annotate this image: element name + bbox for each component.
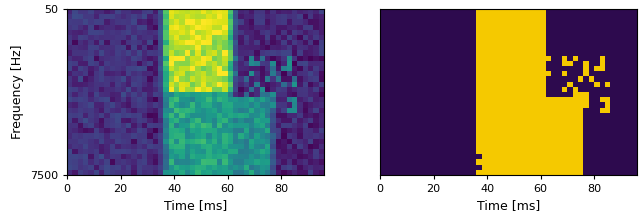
Y-axis label: Frequency [Hz]: Frequency [Hz] <box>12 45 24 139</box>
X-axis label: Time [ms]: Time [ms] <box>477 199 540 212</box>
X-axis label: Time [ms]: Time [ms] <box>164 199 227 212</box>
